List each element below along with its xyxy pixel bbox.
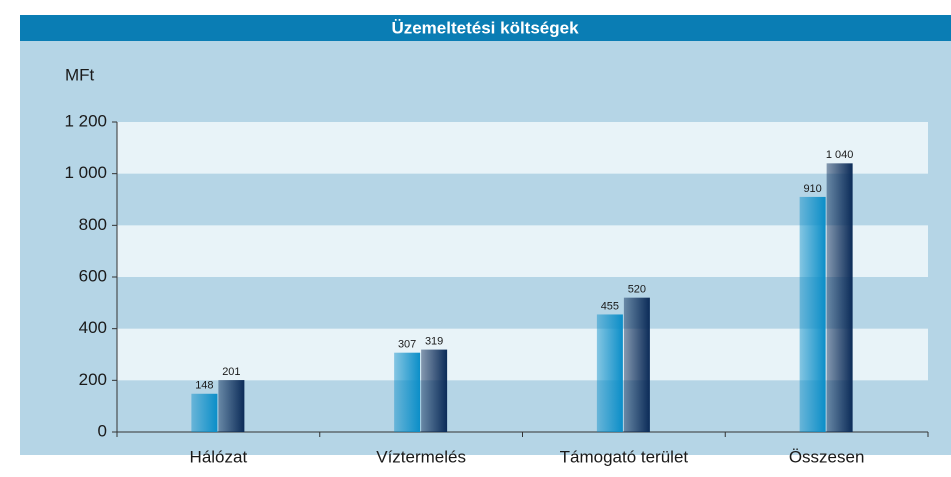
y-tick-label: 800 — [79, 215, 107, 234]
y-tick-label: 0 — [98, 421, 107, 440]
x-tick-label: Víztermelés — [376, 447, 466, 466]
bar — [394, 352, 421, 432]
value-label: 455 — [601, 300, 619, 312]
bar — [826, 163, 853, 433]
title-bar — [20, 15, 951, 41]
x-tick-label: Támogató terület — [560, 447, 689, 466]
chart-title: Üzemeltetési költségek — [391, 18, 579, 37]
bar — [596, 314, 623, 432]
grid-band — [117, 225, 928, 277]
value-label: 520 — [628, 284, 646, 296]
value-label: 319 — [425, 335, 443, 347]
grid-band — [117, 328, 928, 381]
x-tick-label: Hálózat — [190, 447, 248, 466]
y-tick-label: 400 — [79, 318, 107, 337]
bar — [191, 393, 218, 432]
value-label: 1 040 — [826, 149, 854, 161]
value-label: 148 — [195, 380, 213, 392]
grid-band — [117, 122, 928, 174]
y-tick-label: 600 — [79, 266, 107, 285]
value-label: 201 — [222, 366, 240, 378]
value-label: 307 — [398, 339, 416, 351]
bar — [623, 297, 650, 432]
x-tick-label: Összesen — [789, 447, 865, 466]
value-label: 910 — [803, 183, 821, 195]
bar — [799, 196, 826, 432]
y-axis-label: MFt — [65, 65, 95, 84]
y-tick-label: 1 000 — [64, 163, 107, 182]
y-tick-label: 1 200 — [64, 111, 107, 130]
y-tick-label: 200 — [79, 370, 107, 389]
bar — [421, 349, 448, 432]
bar — [218, 380, 245, 432]
